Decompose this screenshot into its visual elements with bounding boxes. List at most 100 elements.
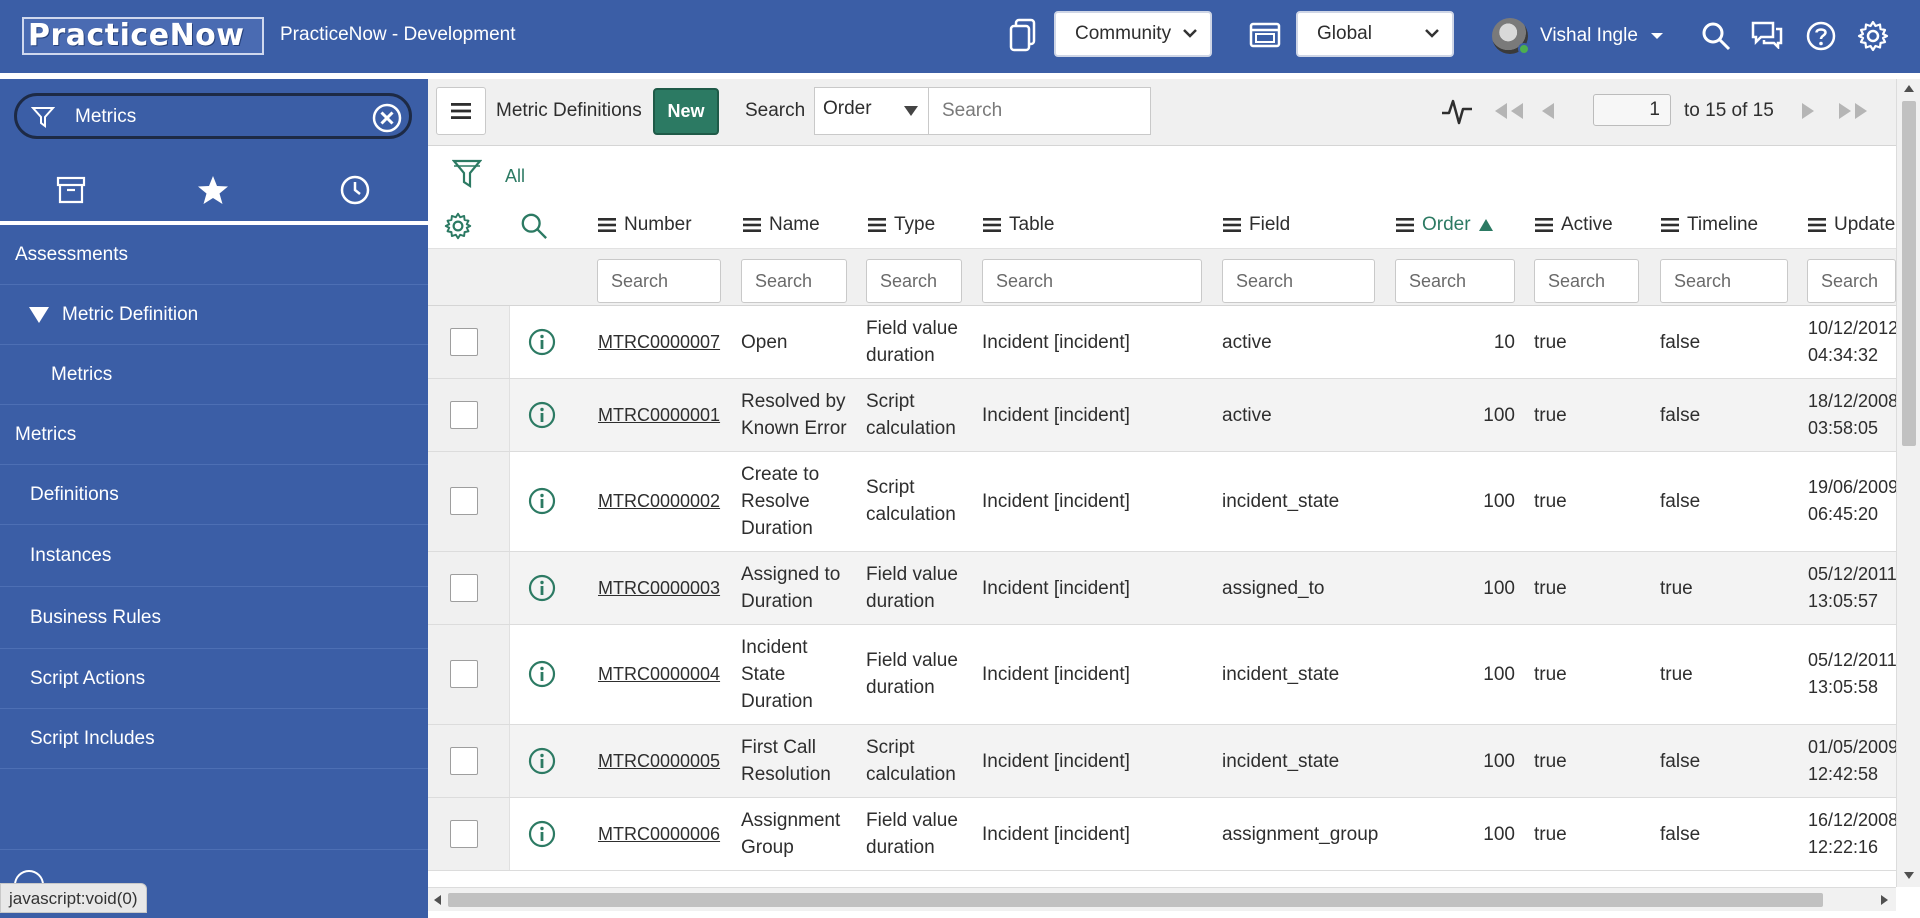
sidebar-item-assessments[interactable]: Assessments <box>0 225 428 285</box>
navigator-filter[interactable]: Metrics <box>14 93 412 139</box>
info-icon[interactable] <box>528 401 556 429</box>
search-field-select[interactable]: Order <box>814 87 929 135</box>
column-header-timeline[interactable]: Timeline <box>1661 202 1758 248</box>
column-menu-icon[interactable] <box>743 218 761 232</box>
search-icon[interactable] <box>1700 20 1732 52</box>
tab-all-apps[interactable] <box>0 159 142 221</box>
column-menu-icon[interactable] <box>1223 218 1241 232</box>
prev-page-icon[interactable] <box>1538 99 1558 123</box>
connect-icon[interactable] <box>1008 16 1038 54</box>
column-header-table[interactable]: Table <box>983 202 1054 248</box>
search-active-input[interactable] <box>1534 259 1639 303</box>
logo[interactable]: PracticeNow <box>22 17 264 55</box>
record-number-link[interactable]: MTRC0000006 <box>598 824 721 844</box>
sidebar-item-definitions[interactable]: Definitions <box>0 465 428 525</box>
table-row[interactable]: MTRC0000001 Resolved by Known Error Scrip… <box>428 379 1896 452</box>
search-number-input[interactable] <box>597 259 721 303</box>
column-menu-icon[interactable] <box>1396 218 1414 232</box>
funnel-icon[interactable] <box>452 158 482 190</box>
page-number-input[interactable] <box>1593 94 1671 126</box>
search-name-input[interactable] <box>741 259 847 303</box>
sidebar-item-metrics[interactable]: Metrics <box>0 405 428 465</box>
scroll-right-icon[interactable] <box>1880 894 1890 906</box>
gear-icon[interactable] <box>444 212 472 240</box>
sidebar-item-metric-definition[interactable]: Metric Definition <box>0 285 428 345</box>
scroll-up-icon[interactable] <box>1903 83 1915 93</box>
tab-favorites[interactable] <box>142 159 284 221</box>
row-checkbox[interactable] <box>450 328 478 356</box>
search-updated-input[interactable] <box>1807 259 1896 303</box>
row-checkbox[interactable] <box>450 487 478 515</box>
sidebar-item-script-actions[interactable]: Script Actions <box>0 649 428 709</box>
record-number-link[interactable]: MTRC0000004 <box>598 664 721 684</box>
vertical-scroll-thumb[interactable] <box>1902 101 1916 446</box>
table-row[interactable]: MTRC0000003 Assigned to Duration Field va… <box>428 552 1896 625</box>
sidebar-item-instances[interactable]: Instances <box>0 525 428 587</box>
search-order-input[interactable] <box>1395 259 1515 303</box>
row-checkbox[interactable] <box>450 747 478 775</box>
info-icon[interactable] <box>528 820 556 848</box>
last-page-icon[interactable] <box>1836 99 1872 123</box>
table-row[interactable]: MTRC0000006 Assignment Group Field value d… <box>428 798 1896 871</box>
info-icon[interactable] <box>528 574 556 602</box>
column-menu-icon[interactable] <box>868 218 886 232</box>
search-field-input[interactable] <box>1222 259 1375 303</box>
column-header-type[interactable]: Type <box>868 202 935 248</box>
row-checkbox[interactable] <box>450 660 478 688</box>
column-menu-icon[interactable] <box>1535 218 1553 232</box>
horizontal-scrollbar[interactable] <box>428 887 1896 911</box>
info-icon[interactable] <box>528 487 556 515</box>
column-header-order[interactable]: Order <box>1396 202 1493 248</box>
search-timeline-input[interactable] <box>1660 259 1788 303</box>
record-number-link[interactable]: MTRC0000005 <box>598 751 721 771</box>
tab-history[interactable] <box>284 159 426 221</box>
domain-select[interactable]: Community <box>1054 11 1212 57</box>
row-checkbox[interactable] <box>450 820 478 848</box>
sidebar-item-metric-definition-metrics[interactable]: Metrics <box>0 345 428 405</box>
horizontal-scroll-thumb[interactable] <box>448 893 1823 907</box>
help-icon[interactable] <box>1804 19 1838 53</box>
column-menu-icon[interactable] <box>598 218 616 232</box>
table-row[interactable]: MTRC0000004 Incident State Duration Field … <box>428 625 1896 725</box>
table-row[interactable]: MTRC0000005 First Call Resolution Script c… <box>428 725 1896 798</box>
vertical-scrollbar[interactable] <box>1896 79 1920 887</box>
column-header-field[interactable]: Field <box>1223 202 1290 248</box>
row-checkbox[interactable] <box>450 574 478 602</box>
record-number-link[interactable]: MTRC0000003 <box>598 578 721 598</box>
column-menu-icon[interactable] <box>1808 218 1826 232</box>
record-number-link[interactable]: MTRC0000002 <box>598 491 721 511</box>
search-icon[interactable] <box>520 212 548 240</box>
info-icon[interactable] <box>528 747 556 775</box>
column-menu-icon[interactable] <box>983 218 1001 232</box>
list-search-input[interactable] <box>928 87 1151 135</box>
table-row[interactable]: MTRC0000002 Create to Resolve Duration Scr… <box>428 452 1896 552</box>
gear-icon[interactable] <box>1856 19 1890 53</box>
new-button[interactable]: New <box>653 88 719 135</box>
column-header-updated[interactable]: Update <box>1808 202 1895 248</box>
record-number-link[interactable]: MTRC0000001 <box>598 405 721 425</box>
scope-select[interactable]: Global <box>1296 11 1454 57</box>
row-checkbox[interactable] <box>450 401 478 429</box>
scroll-left-icon[interactable] <box>432 894 442 906</box>
chat-icon[interactable] <box>1750 20 1784 50</box>
table-row[interactable]: MTRC0000007 Open Field value duration Inc… <box>428 306 1896 379</box>
user-menu[interactable]: Vishal Ingle <box>1492 16 1664 56</box>
info-icon[interactable] <box>528 660 556 688</box>
first-page-icon[interactable] <box>1490 99 1526 123</box>
column-header-name[interactable]: Name <box>743 202 820 248</box>
sidebar-item-script-includes[interactable]: Script Includes <box>0 709 428 769</box>
column-header-number[interactable]: Number <box>598 202 692 248</box>
scroll-down-icon[interactable] <box>1903 871 1915 881</box>
record-number-link[interactable]: MTRC0000007 <box>598 332 721 352</box>
search-table-input[interactable] <box>982 259 1202 303</box>
breadcrumb[interactable]: All <box>505 166 526 186</box>
column-menu-icon[interactable] <box>1661 218 1679 232</box>
info-icon[interactable] <box>528 328 556 356</box>
navigator-filter-input[interactable]: Metrics <box>75 106 137 127</box>
clear-icon[interactable] <box>371 102 403 134</box>
activity-icon[interactable] <box>1440 95 1474 127</box>
search-type-input[interactable] <box>866 259 962 303</box>
column-header-active[interactable]: Active <box>1535 202 1613 248</box>
next-page-icon[interactable] <box>1798 99 1818 123</box>
domain-picker-icon[interactable] <box>1248 20 1282 50</box>
